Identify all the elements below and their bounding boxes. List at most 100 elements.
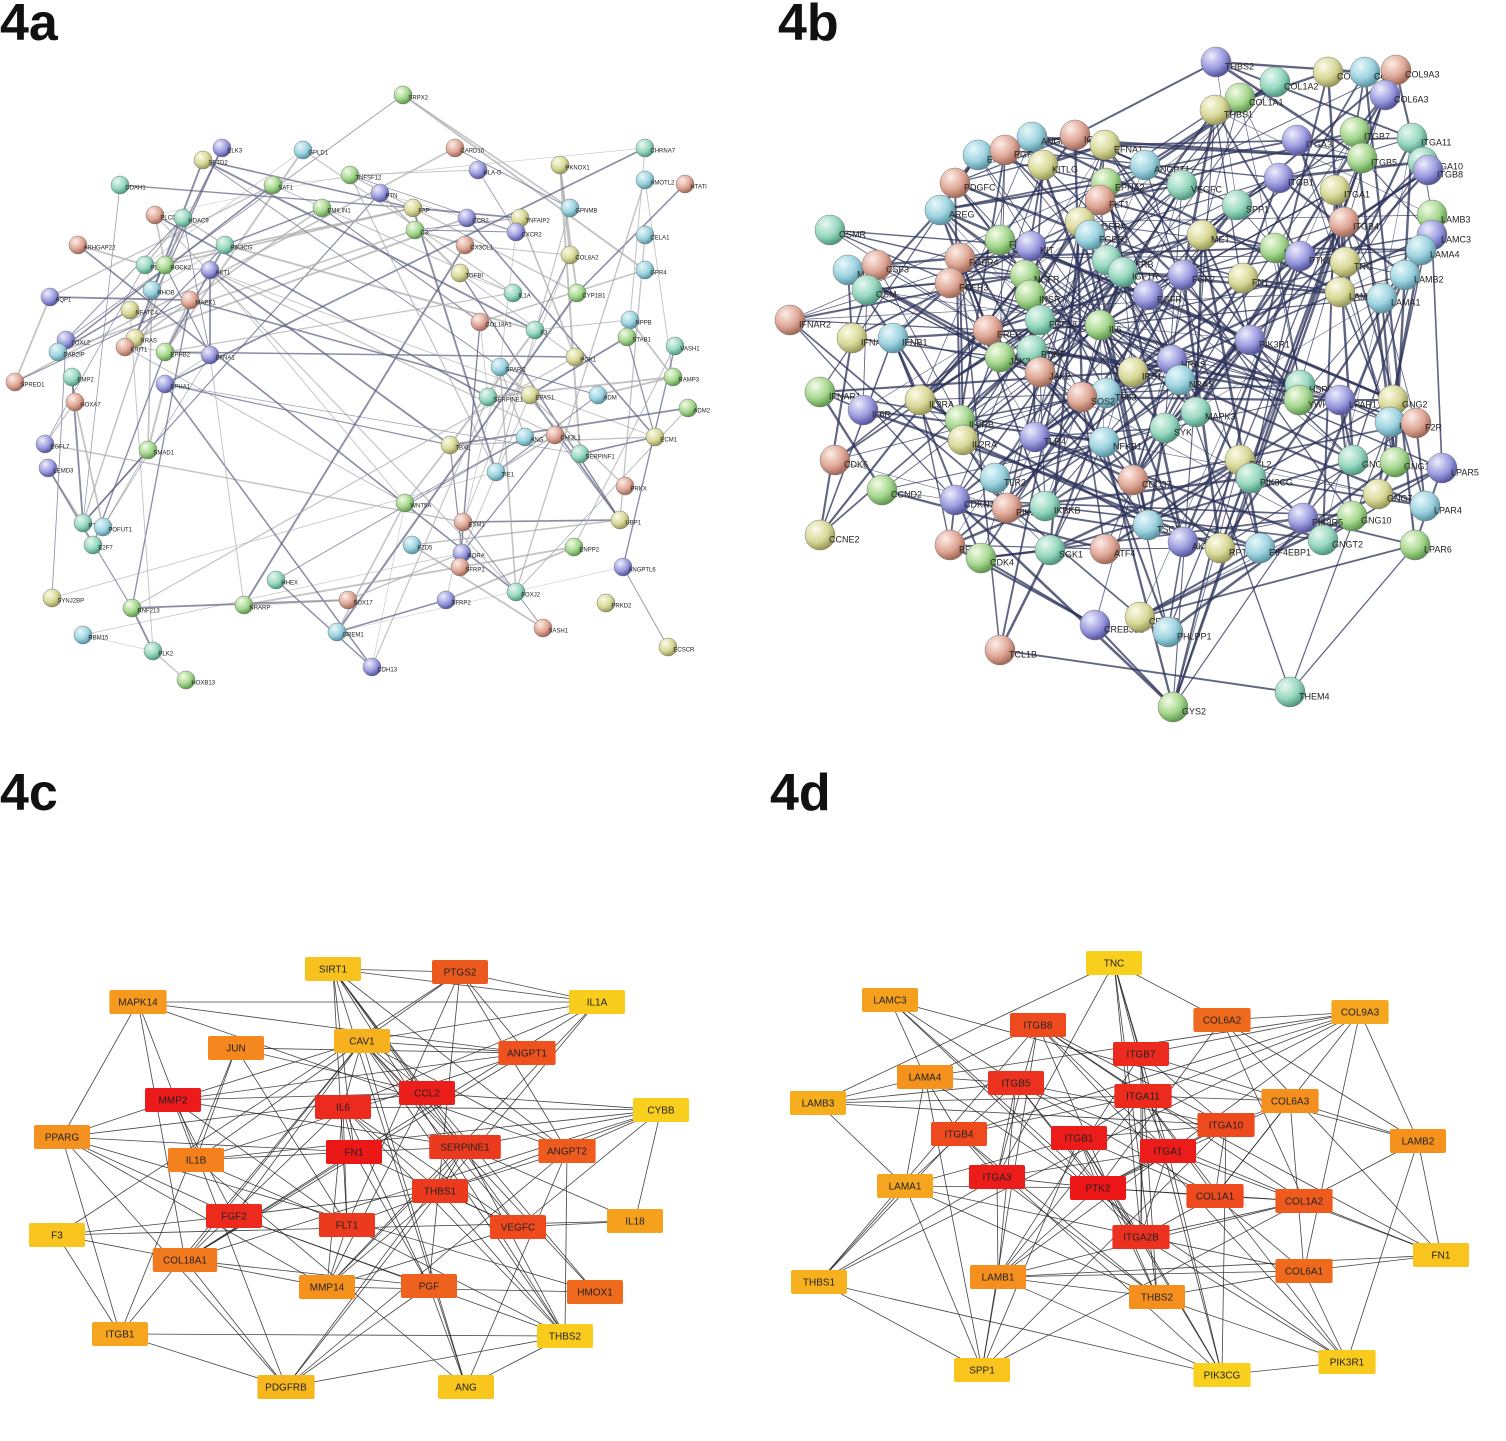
node-label: COL9A3 <box>1405 70 1440 80</box>
edge <box>862 289 868 411</box>
edge <box>817 1102 906 1187</box>
node-label: SASH1 <box>548 629 568 635</box>
node-label: PIK3R1 <box>1259 340 1290 350</box>
node-label: THBS1 <box>424 1187 457 1198</box>
edge <box>428 1285 467 1388</box>
gene-node <box>970 1265 1026 1289</box>
gene-node <box>326 1140 382 1164</box>
node-label: NGFR <box>1034 275 1060 285</box>
edge <box>534 319 631 331</box>
node-label: SETD2 <box>208 161 228 167</box>
protein-node <box>48 342 68 362</box>
edge <box>981 1276 999 1371</box>
edge <box>534 254 571 331</box>
edge <box>996 1024 1039 1178</box>
edge <box>1303 1011 1361 1272</box>
protein-node <box>1409 490 1441 522</box>
protein-node <box>1369 79 1401 111</box>
node-label: FN1 <box>345 1148 364 1159</box>
edge <box>102 449 149 528</box>
protein-node <box>155 255 175 275</box>
edge <box>1140 1236 1348 1363</box>
protein-node <box>678 398 698 418</box>
edge <box>889 999 1419 1142</box>
edge <box>495 207 571 473</box>
node-label: ENPP2 <box>579 548 599 554</box>
edge <box>1104 144 1300 401</box>
gene-node <box>1261 1089 1319 1113</box>
protein-node <box>120 300 140 320</box>
protein-node <box>1089 533 1121 565</box>
node-label: BCL2 <box>1249 460 1272 470</box>
edge <box>904 1185 1158 1298</box>
edge <box>131 356 576 609</box>
node-label: C3 <box>420 231 428 237</box>
node-label: FGF18 <box>1049 320 1077 330</box>
protein-node <box>173 208 193 228</box>
node-label: ITGB5 <box>1371 158 1397 168</box>
node-label: EMP2 <box>77 378 94 384</box>
edge <box>172 1099 466 1148</box>
node-label: VEGFC <box>1191 185 1223 195</box>
protein-node <box>1234 324 1266 356</box>
node-label: LAMA4 <box>1430 250 1460 260</box>
gene-node <box>790 1091 846 1115</box>
node-label: JAK2 <box>1049 372 1071 382</box>
node-label: CHRNA7 <box>650 149 675 155</box>
edge <box>634 1109 662 1222</box>
node-label: CYP1B1 <box>582 294 606 300</box>
node-label: EPAS1 <box>535 396 555 402</box>
protein-node <box>804 376 836 408</box>
node-label: SIRT1 <box>319 965 348 976</box>
edge <box>1214 1100 1291 1197</box>
node-label: GNG7 <box>1387 494 1413 504</box>
edge <box>1006 339 1251 509</box>
node-label: COL1A2 <box>1285 1197 1324 1208</box>
edge <box>49 296 191 301</box>
edge <box>449 444 463 554</box>
edge <box>519 217 576 358</box>
edge <box>597 376 674 396</box>
protein-node <box>1263 162 1295 194</box>
protein-node <box>393 85 413 105</box>
node-label: TBXL <box>455 446 471 452</box>
protein-node <box>453 512 473 532</box>
protein-node <box>5 372 25 392</box>
node-label: ANGPT1 <box>1154 165 1190 175</box>
node-label: THBS2 <box>1225 62 1254 72</box>
edge <box>829 229 1041 321</box>
node-label: CDK6 <box>844 460 868 470</box>
edge <box>1221 1019 1419 1142</box>
edge <box>56 971 461 1236</box>
gene-node <box>1114 1084 1172 1108</box>
node-label: ITGA3 <box>983 1173 1012 1184</box>
node-label: ITGB1 <box>1065 1134 1094 1145</box>
edge <box>1431 234 1443 469</box>
node-label: PTN <box>385 194 397 200</box>
edge <box>1037 1024 1158 1298</box>
edge <box>464 1146 636 1222</box>
protein-node <box>266 570 286 590</box>
node-label: EMILIN1 <box>327 209 351 215</box>
edge <box>1250 399 1394 479</box>
edge <box>996 962 1115 1178</box>
node-label: NFATC4 <box>135 311 158 317</box>
edge <box>184 1259 430 1287</box>
protein-node <box>1164 364 1196 396</box>
nodes: SRPX2 ELK3 SETD2 GPLD1 CARD10 CHRNA7 TNFSF12 HL… <box>5 85 711 690</box>
edge <box>1139 547 1261 618</box>
edge <box>454 147 571 209</box>
node-label: FGFR1 <box>1099 235 1129 245</box>
protein-node <box>263 175 283 195</box>
protein-node <box>1227 262 1259 294</box>
protein-node <box>176 670 196 690</box>
node-label: STAB1 <box>632 338 651 344</box>
edge <box>1289 544 1416 693</box>
edge <box>449 407 689 446</box>
edge <box>977 154 1032 247</box>
node-label: HTATI <box>690 185 707 191</box>
protein-node <box>1328 206 1360 238</box>
edge <box>275 579 373 668</box>
edge <box>272 147 646 186</box>
panel-label: 4c <box>0 764 58 822</box>
